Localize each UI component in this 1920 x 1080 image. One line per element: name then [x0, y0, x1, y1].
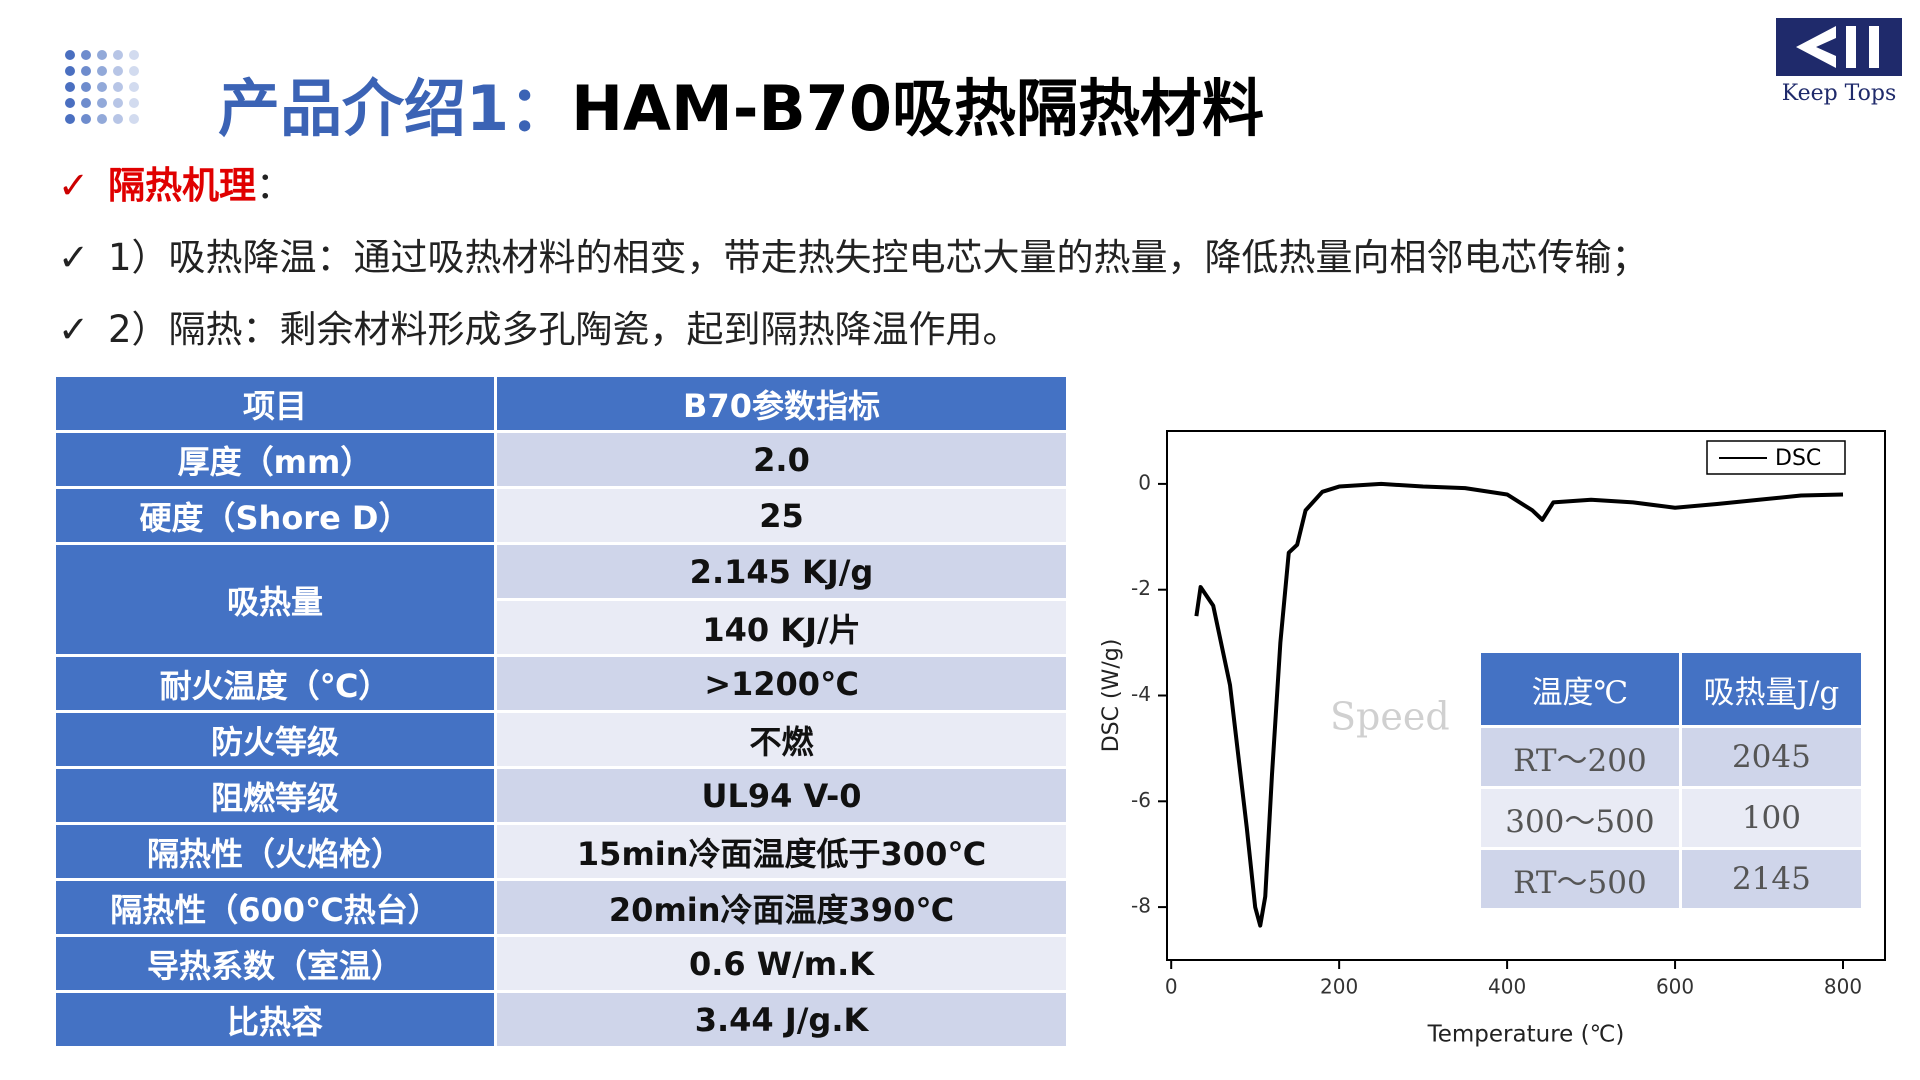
y-tick-label: -8 [1131, 894, 1151, 918]
parameter-table: 项目 B70参数指标 厚度（mm） 2.0 硬度（Shore D） 25 吸热量 2.145… [56, 374, 1066, 1049]
table-row: 厚度（mm） 2.0 [56, 433, 1066, 486]
inset-row: 300～500 100 [1481, 789, 1861, 847]
heading-text: 隔热机理 [108, 164, 256, 207]
x-tick-label: 400 [1488, 975, 1526, 999]
title: 产品介绍1：HAM-B70吸热隔热材料 [218, 58, 1264, 148]
table-row: 比热容 3.44 J/g.K [56, 993, 1066, 1046]
inset-header: 温度℃ [1481, 653, 1682, 725]
row-value: 25 [497, 489, 1066, 542]
inset-cell: RT～200 [1481, 728, 1682, 786]
row-label: 防火等级 [56, 713, 497, 766]
y-tick-label: -6 [1131, 788, 1151, 812]
inset-cell: 100 [1681, 789, 1861, 847]
table-row: 隔热性（火焰枪） 15min冷面温度低于300℃ [56, 825, 1066, 878]
x-axis-label: Temperature (℃) [1427, 1022, 1625, 1048]
logo-text: Keep Tops [1782, 81, 1897, 106]
inset-row: RT～500 2145 [1481, 850, 1861, 908]
row-label: 阻燃等级 [56, 769, 497, 822]
row-label: 导热系数（室温） [56, 937, 497, 990]
table-header: B70参数指标 [497, 377, 1066, 430]
row-value: 20min冷面温度390℃ [497, 881, 1066, 934]
legend-label: DSC [1775, 446, 1821, 471]
row-value: 2.145 KJ/g [497, 545, 1066, 598]
table-row: 吸热量 2.145 KJ/g [56, 545, 1066, 654]
inset-row: RT～200 2045 [1481, 728, 1861, 786]
inset-header: 吸热量J/g [1681, 653, 1861, 725]
x-tick-label: 800 [1824, 975, 1862, 999]
row-value: 2.0 [497, 433, 1066, 486]
inset-table: 温度℃ 吸热量J/g RT～200 2045 300～500 100 RT～500 2145 [1481, 650, 1861, 911]
table-row: 导热系数（室温） 0.6 W/m.K [56, 937, 1066, 990]
title-main: HAM-B70吸热隔热材料 [571, 72, 1264, 145]
y-tick-label: -2 [1131, 576, 1151, 600]
row-label: 硬度（Shore D） [56, 489, 497, 542]
row-value: 3.44 J/g.K [497, 993, 1066, 1046]
table-row: 阻燃等级 UL94 V-0 [56, 769, 1066, 822]
row-label: 吸热量 [56, 545, 497, 654]
row-value: UL94 V-0 [497, 769, 1066, 822]
bullet-heading: ✓ 隔热机理： [58, 164, 293, 207]
dot-decoration [65, 50, 139, 124]
row-value: 15min冷面温度低于300℃ [497, 825, 1066, 878]
row-label: 耐火温度（℃） [56, 657, 497, 710]
inset-cell: 2045 [1681, 728, 1861, 786]
bullet-text: 1）吸热降温：通过吸热材料的相变，带走热失控电芯大量的热量，降低热量向相邻电芯传… [108, 236, 1649, 279]
row-value: >1200℃ [497, 657, 1066, 710]
row-value: 0.6 W/m.K [497, 937, 1066, 990]
bullet: ✓ 2）隔热：剩余材料形成多孔陶瓷，起到隔热降温作用。 [58, 308, 1020, 351]
y-tick-label: 0 [1138, 470, 1151, 494]
title-prefix: 产品介绍1： [218, 72, 572, 145]
row-label: 比热容 [56, 993, 497, 1046]
y-tick-label: -4 [1131, 682, 1151, 706]
row-label: 隔热性（火焰枪） [56, 825, 497, 878]
table-row: 防火等级 不燃 [56, 713, 1066, 766]
table-header: 项目 [56, 377, 497, 430]
data-line [1194, 481, 1844, 928]
table-row: 隔热性（600℃热台） 20min冷面温度390℃ [56, 881, 1066, 934]
bullet-text: 2）隔热：剩余材料形成多孔陶瓷，起到隔热降温作用。 [108, 308, 1020, 351]
x-tick-label: 600 [1656, 975, 1694, 999]
y-axis-label: DSC (W/g) [1099, 639, 1124, 753]
watermark: Speed [1330, 695, 1450, 739]
inset-cell: 300～500 [1481, 789, 1682, 847]
x-tick-label: 200 [1320, 975, 1358, 999]
heading-colon: ： [256, 164, 293, 207]
row-label: 厚度（mm） [56, 433, 497, 486]
bullet: ✓ 1）吸热降温：通过吸热材料的相变，带走热失控电芯大量的热量，降低热量向相邻电芯… [58, 236, 1649, 279]
table-row: 140 KJ/片 [56, 601, 1066, 654]
logo: Keep Tops [1776, 18, 1902, 106]
x-tick-label: 0 [1165, 975, 1178, 999]
table-row: 耐火温度（℃） >1200℃ [56, 657, 1066, 710]
row-value: 140 KJ/片 [497, 601, 1066, 654]
row-value: 不燃 [497, 713, 1066, 766]
table-row: 硬度（Shore D） 25 [56, 489, 1066, 542]
row-label: 隔热性（600℃热台） [56, 881, 497, 934]
inset-cell: RT～500 [1481, 850, 1682, 908]
inset-cell: 2145 [1681, 850, 1861, 908]
dsc-chart: 0 200 400 600 800 0 -2 -4 -6 -8 Temperature (℃) DSC… [1099, 430, 1886, 1048]
